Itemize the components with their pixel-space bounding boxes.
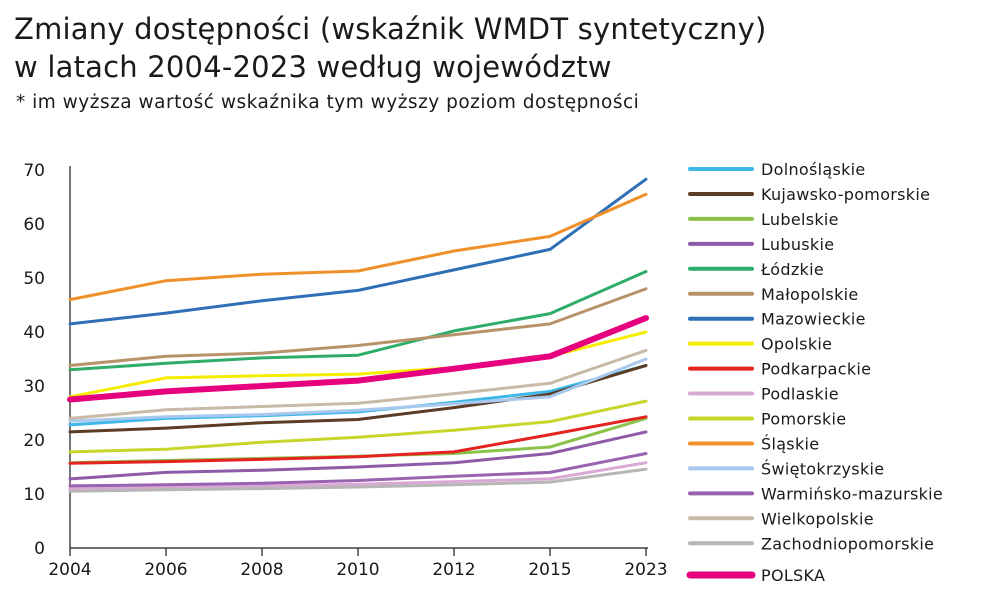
- legend-label: Podlaskie: [761, 385, 839, 404]
- series-line: [68, 415, 648, 465]
- series-line: [68, 270, 648, 372]
- series-line: [68, 461, 648, 491]
- legend-label: Kujawsko-pomorskie: [761, 185, 930, 204]
- series-line: [68, 177, 648, 326]
- series-line: [68, 348, 648, 420]
- legend-label: Podkarpackie: [761, 360, 871, 379]
- x-tick-label: 2015: [528, 560, 571, 580]
- legend-label: Zachodniopomorskie: [761, 534, 934, 553]
- x-tick-label: 2006: [144, 560, 187, 580]
- legend-label: Dolnośląskie: [761, 160, 866, 179]
- legend-label: Lubuskie: [761, 235, 834, 254]
- series-line: [68, 399, 648, 454]
- y-tick-label: 40: [23, 323, 45, 343]
- x-tick-label: 2004: [48, 560, 91, 580]
- chart-subtitle: * im wyższa wartość wskaźnika tym wyższy…: [16, 92, 640, 113]
- legend-label: Mazowieckie: [761, 310, 866, 329]
- chart-title-line-2: w latach 2004-2023 według województw: [14, 50, 612, 84]
- series-line: [68, 452, 648, 488]
- legend-label: Łódzkie: [760, 260, 824, 279]
- chart-axes: 0 10 20 30 40 50 60 70 2004 2006 2008 2010 2012 2015 2…: [23, 161, 667, 580]
- series-line: [67, 315, 649, 403]
- legend-label: Pomorskie: [761, 410, 846, 429]
- legend: Dolnośląskie Kujawsko-pomorskie Lubelskie L…: [686, 160, 943, 585]
- chart-title-line-1: Zmiany dostępności (wskaźnik WMDT syntet…: [14, 12, 767, 46]
- y-tick-label: 70: [23, 161, 45, 181]
- x-tick-label: 2012: [432, 560, 475, 580]
- y-tick-label: 60: [23, 215, 45, 235]
- legend-label: Wielkopolskie: [761, 509, 874, 528]
- series-line: [68, 364, 648, 434]
- y-tick-label: 30: [23, 377, 45, 397]
- series-line: [68, 467, 648, 493]
- legend-label: Opolskie: [761, 335, 832, 354]
- x-tick-label: 2008: [240, 560, 283, 580]
- y-tick-label: 0: [34, 539, 45, 559]
- legend-label: Śląskie: [761, 434, 819, 453]
- series-line: [68, 364, 648, 427]
- y-tick-label: 10: [23, 485, 45, 505]
- legend-label: Świętokrzyskie: [761, 459, 884, 478]
- series-line: [68, 287, 648, 367]
- legend-label: Małopolskie: [761, 285, 859, 304]
- series-line: [68, 357, 648, 423]
- legend-label: POLSKA: [761, 566, 825, 585]
- series-line: [68, 192, 648, 302]
- series-line: [68, 430, 648, 481]
- y-tick-label: 50: [23, 269, 45, 289]
- x-tick-label: 2023: [624, 560, 667, 580]
- x-tick-label: 2010: [336, 560, 379, 580]
- legend-label: Warmińsko-mazurskie: [761, 484, 943, 503]
- chart-title: Zmiany dostępności (wskaźnik WMDT syntet…: [14, 10, 766, 86]
- y-tick-label: 20: [23, 431, 45, 451]
- legend-label: Lubelskie: [761, 210, 839, 229]
- series-lines: [67, 177, 649, 493]
